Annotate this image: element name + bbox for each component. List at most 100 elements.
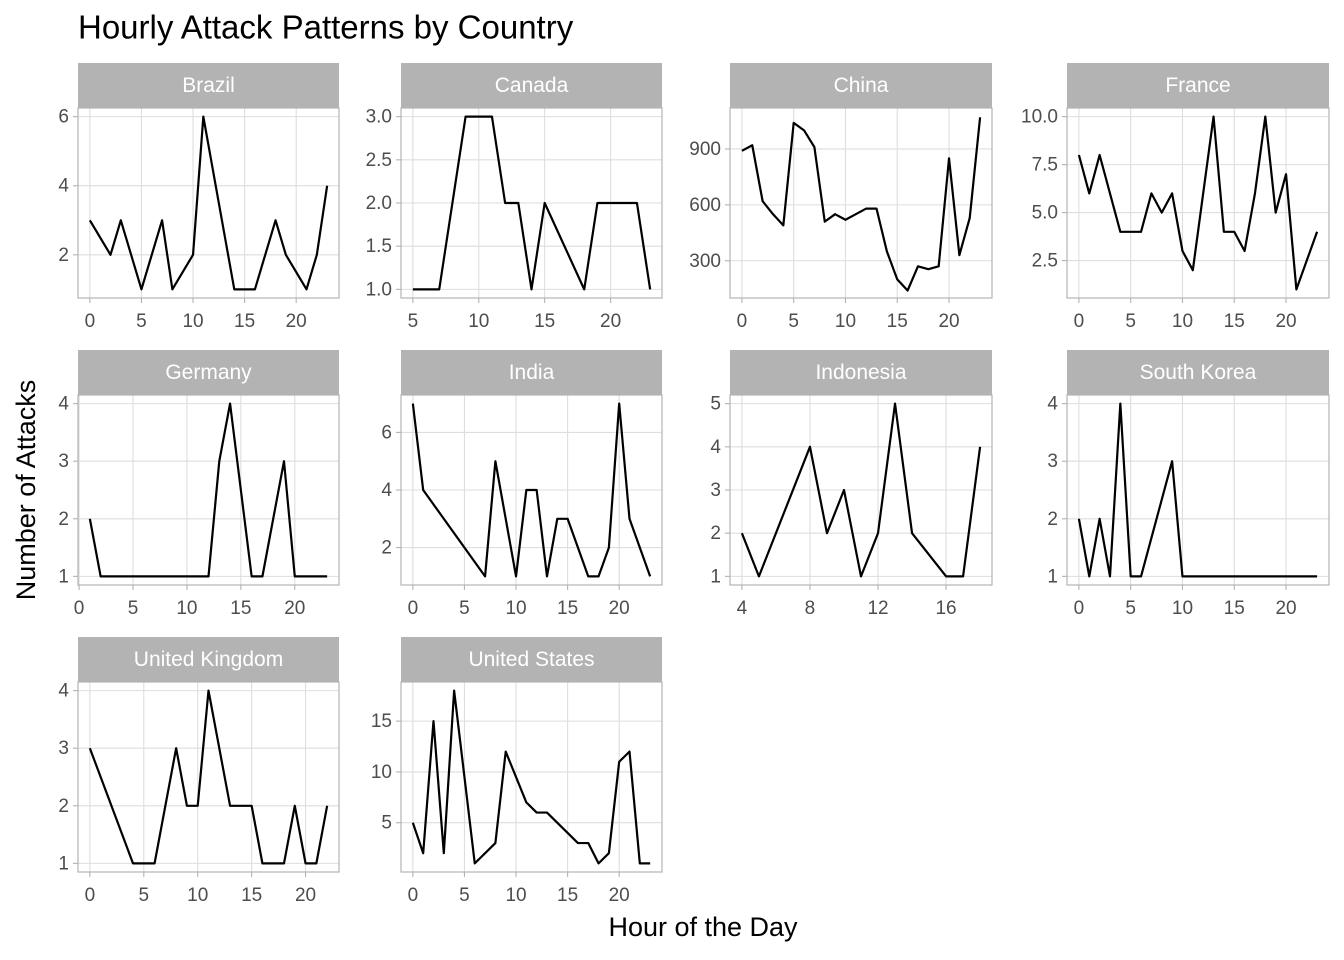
- x-tick-label: 5: [459, 598, 470, 619]
- data-line: [88, 689, 329, 865]
- panel-border: [400, 394, 663, 586]
- panel-background: [78, 682, 339, 872]
- x-tick-label: 16: [935, 598, 956, 619]
- x-tick-label: 20: [295, 885, 316, 906]
- y-tick-label: 4: [710, 437, 721, 458]
- y-tick-label: 2.5: [366, 150, 392, 171]
- data-line: [741, 117, 982, 292]
- panel-border: [1066, 107, 1330, 299]
- x-tick-label: 4: [737, 598, 748, 619]
- y-axis-title: Number of Attacks: [11, 380, 41, 601]
- x-tick-label: 15: [1224, 311, 1245, 332]
- x-tick-label: 5: [128, 598, 139, 619]
- x-tick-label: 12: [867, 598, 888, 619]
- y-tick-label: 1: [710, 566, 721, 587]
- strip-label: China: [834, 74, 889, 97]
- y-tick-label: 3.0: [366, 107, 392, 128]
- x-tick-label: 20: [284, 598, 305, 619]
- strip: [1067, 350, 1329, 395]
- x-tick-label: 8: [805, 598, 816, 619]
- strip: [78, 637, 339, 682]
- data-line: [412, 115, 652, 291]
- x-tick-label: 5: [139, 885, 150, 906]
- strip: [401, 350, 662, 395]
- x-tick-label: 0: [74, 598, 85, 619]
- y-tick-label: 900: [689, 139, 721, 160]
- x-tick-label: 20: [609, 598, 630, 619]
- x-tick-label: 10: [468, 311, 489, 332]
- y-tick-label: 1.0: [366, 279, 392, 300]
- x-tick-label: 0: [737, 311, 748, 332]
- x-tick-label: 0: [85, 885, 96, 906]
- y-tick-label: 5.0: [1032, 203, 1058, 224]
- y-tick-label: 4: [1047, 394, 1058, 415]
- panel-border: [400, 107, 663, 299]
- data-line: [411, 689, 651, 865]
- y-tick-label: 6: [58, 107, 69, 128]
- x-tick-label: 20: [286, 311, 307, 332]
- strip-label: South Korea: [1140, 361, 1257, 384]
- x-tick-label: 20: [609, 885, 630, 906]
- strip-label: France: [1165, 74, 1230, 97]
- x-tick-label: 15: [1224, 598, 1245, 619]
- x-tick-label: 0: [408, 885, 419, 906]
- x-tick-label: 5: [788, 311, 799, 332]
- panel-border: [77, 681, 340, 873]
- y-tick-label: 3: [1047, 451, 1058, 472]
- strip: [78, 63, 339, 108]
- x-tick-label: 10: [505, 598, 526, 619]
- x-tick-label: 15: [534, 311, 555, 332]
- y-tick-label: 6: [381, 422, 392, 443]
- y-tick-label: 2: [381, 538, 392, 559]
- y-tick-label: 2: [58, 509, 69, 530]
- strip: [78, 350, 339, 395]
- x-tick-label: 5: [408, 311, 419, 332]
- strip-label: India: [509, 361, 555, 384]
- panel-border: [729, 107, 993, 299]
- strip-label: United Kingdom: [134, 648, 283, 671]
- strip: [730, 63, 992, 108]
- y-tick-label: 10.0: [1021, 107, 1058, 128]
- x-tick-label: 10: [1172, 311, 1193, 332]
- panel-background: [401, 682, 662, 872]
- x-tick-label: 15: [234, 311, 255, 332]
- y-tick-label: 600: [689, 195, 721, 216]
- data-line: [1077, 402, 1318, 578]
- x-tick-label: 10: [182, 311, 203, 332]
- data-line: [740, 402, 982, 578]
- y-tick-label: 2: [710, 523, 721, 544]
- y-tick-label: 1: [58, 853, 69, 874]
- y-tick-label: 2: [58, 796, 69, 817]
- x-tick-label: 10: [835, 311, 856, 332]
- strip: [730, 350, 992, 395]
- y-tick-label: 4: [381, 480, 392, 501]
- y-tick-label: 3: [58, 451, 69, 472]
- strip-label: Canada: [495, 74, 569, 97]
- x-tick-label: 15: [241, 885, 262, 906]
- strip-label: Germany: [165, 361, 252, 384]
- panel-background: [1067, 108, 1329, 298]
- x-tick-label: 5: [1125, 311, 1136, 332]
- panel-border: [77, 394, 340, 586]
- x-tick-label: 20: [1275, 598, 1296, 619]
- strip: [401, 63, 662, 108]
- y-tick-label: 7.5: [1032, 155, 1058, 176]
- y-tick-label: 4: [58, 394, 69, 415]
- panel-border: [77, 107, 340, 299]
- x-tick-label: 0: [85, 311, 96, 332]
- x-tick-label: 5: [459, 885, 470, 906]
- x-tick-label: 5: [136, 311, 147, 332]
- strip: [1067, 63, 1329, 108]
- strip-label: United States: [468, 648, 594, 671]
- x-tick-label: 10: [505, 885, 526, 906]
- strip-label: Indonesia: [815, 361, 906, 384]
- y-tick-label: 4: [58, 681, 69, 702]
- x-tick-label: 20: [1275, 311, 1296, 332]
- x-tick-label: 15: [557, 885, 578, 906]
- x-tick-label: 20: [938, 311, 959, 332]
- panel-border: [729, 394, 993, 586]
- x-tick-label: 10: [187, 885, 208, 906]
- y-tick-label: 3: [710, 480, 721, 501]
- y-tick-label: 2.0: [366, 193, 392, 214]
- x-axis-title: Hour of the Day: [608, 912, 798, 942]
